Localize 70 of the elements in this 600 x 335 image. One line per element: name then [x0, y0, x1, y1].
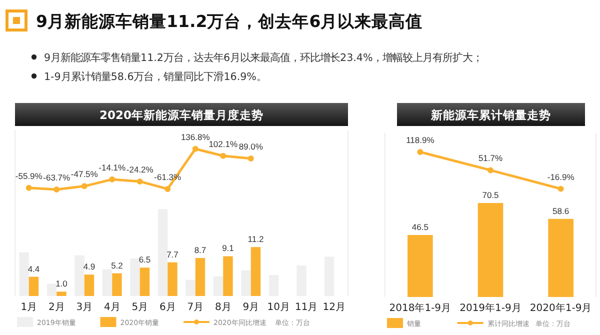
point: [81, 183, 88, 190]
bar: [195, 258, 206, 296]
x-tick-label: 3月: [76, 302, 93, 313]
data-label: 89.0%: [238, 142, 264, 152]
data-label: 7.7: [166, 249, 179, 260]
data-label: 8.7: [194, 244, 206, 255]
x-tick-label: 8月: [214, 302, 232, 313]
chart-title: 新能源车累计销量走势: [430, 108, 551, 122]
data-label: -47.5%: [70, 169, 98, 180]
bar: [158, 209, 168, 296]
data-label: -55.9%: [15, 170, 43, 181]
x-tick-label: 10月: [267, 302, 290, 313]
point: [136, 178, 143, 184]
bar: [250, 247, 261, 296]
data-label: 58.6: [552, 206, 570, 216]
x-tick-label: 2020年1-9月: [530, 302, 592, 314]
data-label: 4.4: [28, 264, 40, 274]
data-label: 6.5: [138, 254, 151, 265]
data-label: 11.2: [248, 234, 264, 244]
bar: [241, 270, 251, 296]
point: [26, 184, 32, 191]
point: [248, 156, 254, 162]
x-tick-label: 5月: [132, 302, 148, 313]
bar: [84, 274, 94, 296]
x-tick-label: 7月: [187, 302, 204, 313]
bar: [28, 276, 39, 296]
x-tick-label: 11月: [295, 302, 318, 313]
x-tick-label: 1月: [20, 302, 38, 313]
x-tick-label: 2019年1-9月: [460, 302, 522, 314]
bar: [46, 284, 57, 296]
point: [220, 152, 226, 159]
bar: [130, 258, 140, 296]
x-tick-label: 12月: [322, 302, 346, 313]
chart-title: 2020年新能源车销量月度走势: [99, 108, 264, 122]
data-label: -24.2%: [126, 164, 154, 174]
data-label: 46.5: [412, 222, 429, 232]
x-tick-label: 4月: [104, 302, 120, 313]
x-tick-label: 2月: [48, 302, 65, 313]
data-label: 1.0: [56, 278, 68, 289]
data-label: 4.9: [83, 262, 96, 272]
data-label: 118.9%: [406, 135, 435, 145]
data-label: -63.7%: [43, 172, 71, 182]
point: [109, 176, 116, 182]
bar: [213, 276, 224, 296]
x-tick-label: 6月: [159, 302, 176, 313]
text: 1-9月累计销量58.6万台，销量同比下滑16.9%。: [44, 71, 266, 83]
x-tick-label: 2018年1-9月: [389, 302, 452, 314]
bar: [168, 262, 178, 296]
text: 9月新能源车销量11.2万台，创去年6月以来最高值: [36, 12, 423, 31]
bar: [19, 252, 29, 296]
bar: [140, 268, 150, 296]
bar: [56, 292, 66, 296]
data-label: -14.1%: [98, 162, 126, 172]
data-label: 9.1: [222, 243, 234, 254]
bar: [186, 280, 196, 296]
bar: [102, 269, 112, 296]
data-label: 102.1%: [208, 138, 238, 149]
bar: [112, 273, 122, 296]
point: [54, 186, 60, 192]
x-tick-label: 9月: [242, 302, 260, 313]
data-label: 70.5: [482, 190, 500, 200]
point: [164, 186, 171, 192]
data-label: 136.8%: [180, 132, 210, 142]
text: 9月新能源车零售销量11.2万台，达去年6月以来最高值，环比增长23.4%，增幅较上月有所扩大；: [44, 52, 483, 64]
bar: [223, 256, 233, 296]
data-label: -16.9%: [547, 172, 575, 182]
data-label: 51.7%: [478, 153, 503, 164]
data-label: 5.2: [111, 260, 124, 270]
bar: [74, 255, 84, 296]
point: [192, 146, 198, 152]
